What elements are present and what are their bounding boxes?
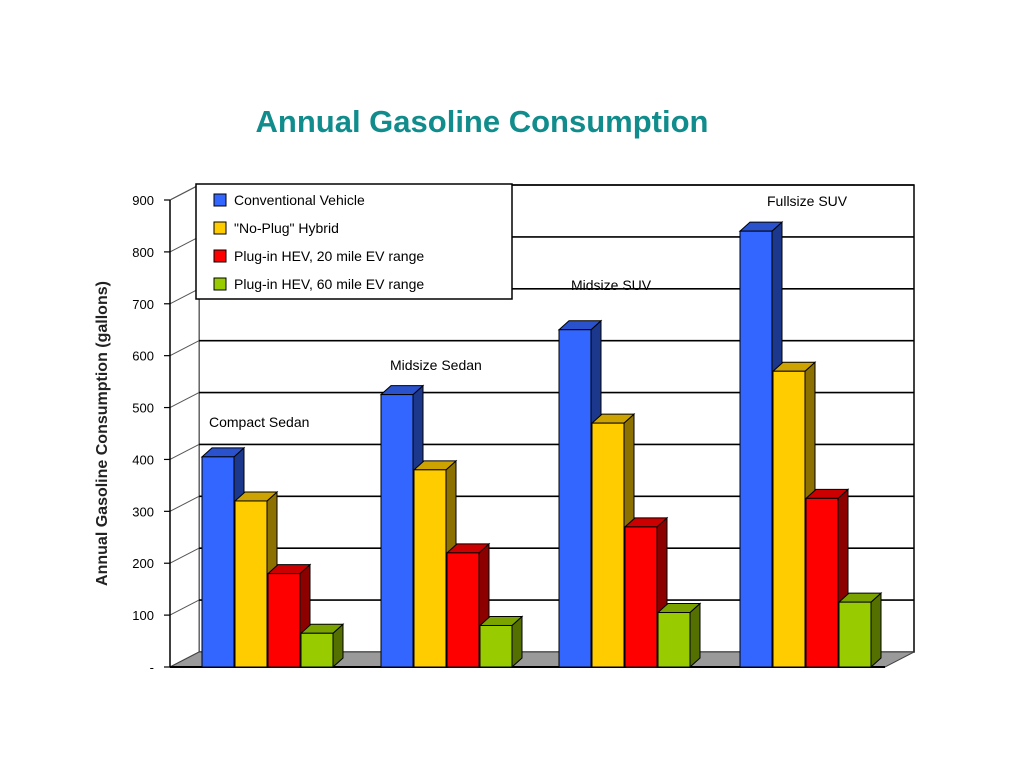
gridline-side: [169, 547, 200, 564]
y-tick-label: 700: [132, 297, 154, 312]
legend-label: "No-Plug" Hybrid: [234, 220, 339, 236]
gridline-side: [169, 236, 200, 253]
bar-front: [838, 601, 872, 668]
legend-label: Conventional Vehicle: [234, 192, 365, 208]
y-tick-label: 200: [132, 556, 154, 571]
y-tick-label: 500: [132, 401, 154, 416]
bar-front: [739, 230, 773, 668]
bar-front: [624, 526, 658, 668]
category-label: Compact Sedan: [209, 414, 309, 430]
bar-front: [267, 573, 301, 668]
bar-front: [591, 422, 625, 668]
gridline-side: [169, 340, 200, 357]
category-label: Midsize Sedan: [390, 357, 482, 373]
y-axis: - 100 200 300 400 500 600 700 800 900 Annual Gasol…: [94, 193, 171, 675]
bar-front: [657, 612, 691, 668]
bar-front: [558, 329, 592, 668]
y-axis-label: Annual Gasoline Consumption (gallons): [94, 281, 111, 586]
bar-front: [201, 456, 235, 668]
y-tick-label: -: [150, 660, 154, 675]
legend-label: Plug-in HEV, 20 mile EV range: [234, 248, 424, 264]
legend-swatch: [213, 277, 227, 291]
bar-front: [772, 370, 806, 668]
bar-front: [446, 552, 480, 668]
y-tick-label: 800: [132, 245, 154, 260]
bar-front: [413, 469, 447, 668]
gridline-side: [169, 184, 200, 201]
gridline-side: [169, 392, 200, 408]
gridline-side: [169, 495, 200, 512]
side-wall: [169, 184, 200, 668]
bar-front: [300, 632, 334, 668]
bar-side: [870, 592, 882, 669]
bar-front: [805, 497, 839, 668]
gridline-side: [169, 288, 200, 305]
slide-title: Annual Gasoline Consumption: [255, 104, 709, 139]
bar: [299, 623, 345, 669]
gridline-side: [169, 444, 200, 460]
legend-swatch: [213, 249, 227, 263]
bar: [804, 488, 850, 669]
category-label: Fullsize SUV: [767, 193, 848, 209]
legend-swatch: [213, 221, 227, 235]
bar-side: [689, 602, 701, 669]
y-tick-label: 100: [132, 608, 154, 623]
legend-label: Plug-in HEV, 60 mile EV range: [234, 276, 424, 292]
bar-front: [479, 624, 513, 668]
category-label: Midsize SUV: [571, 277, 652, 293]
bar: [837, 592, 883, 669]
gridline-side: [169, 599, 200, 616]
y-tick-label: 300: [132, 504, 154, 519]
bar-front: [234, 500, 268, 668]
y-tick-label: 900: [132, 193, 154, 208]
y-tick-label: 600: [132, 349, 154, 364]
bar-front: [380, 394, 414, 668]
category-labels: Compact Sedan Midsize Sedan Midsize SUV Ful…: [209, 193, 848, 430]
legend-swatch: [213, 193, 227, 207]
legend-box: [195, 183, 513, 300]
bar: [656, 602, 702, 669]
legend: Conventional Vehicle "No-Plug" Hybrid Plug…: [195, 183, 513, 300]
bars: [200, 221, 883, 669]
y-tick-label: 400: [132, 452, 154, 467]
bar: [478, 615, 524, 669]
